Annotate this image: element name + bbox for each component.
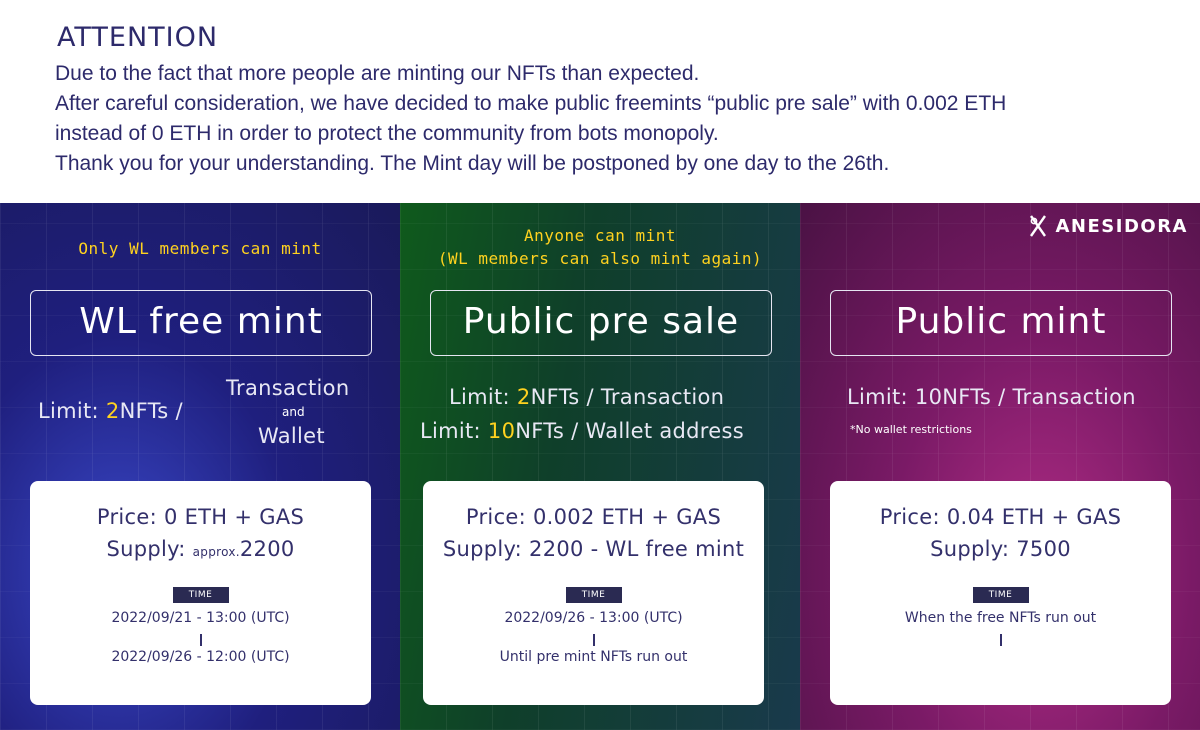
eligibility-subtext: (WL members can also mint again) (437, 249, 763, 268)
panel-public-mint: ANESIDORA Public mint Limit: 10NFTs / Tr… (800, 203, 1200, 730)
time-separator (592, 634, 595, 646)
time-end: 2022/09/26 - 12:00 (UTC) (111, 649, 290, 665)
panel-public-pre-sale: Anyone can mint (WL members can also min… (400, 203, 800, 730)
limit-value: 2 (516, 385, 531, 409)
limit-suffix: NFTs / Wallet address (515, 419, 744, 443)
supply-text: Supply: 2200 - WL free mint (442, 537, 745, 561)
limit-note: *No wallet restrictions (850, 423, 972, 436)
notice-line: After careful consideration, we have dec… (55, 92, 1007, 115)
supply-approx: approx. (192, 545, 240, 559)
supply-text: Supply: approx.2200 (30, 537, 371, 561)
time-badge: TIME (172, 587, 229, 603)
notice-line: instead of 0 ETH in order to protect the… (55, 122, 719, 145)
limit-scope-transaction: Transaction (226, 376, 350, 400)
notice-line: Due to the fact that more people are min… (55, 62, 700, 85)
tier-title-box: Public mint (830, 290, 1172, 356)
limit-value: 10 (487, 419, 516, 443)
limit-transaction: Limit: 2NFTs / Transaction (449, 385, 724, 409)
time-separator (999, 634, 1002, 646)
time-start: 2022/09/26 - 13:00 (UTC) (504, 610, 683, 626)
limit-wallet: Limit: 10NFTs / Wallet address (420, 419, 744, 443)
tier-title-box: WL free mint (30, 290, 372, 356)
eligibility-text: Anyone can mint (524, 226, 676, 245)
time-start: 2022/09/21 - 13:00 (UTC) (111, 610, 290, 626)
time-end: Until pre mint NFTs run out (499, 649, 688, 665)
supply-value: 2200 (239, 537, 295, 561)
info-card: Price: 0.002 ETH + GAS Supply: 2200 - WL… (423, 481, 764, 705)
limit-scope-and: and (282, 405, 305, 419)
supply-text: Supply: 7500 (930, 537, 1071, 561)
price-text: Price: 0.04 ETH + GAS (879, 505, 1122, 529)
brand-logo: ANESIDORA (1028, 214, 1189, 238)
time-badge: TIME (972, 587, 1029, 603)
limit-prefix: Limit: (38, 399, 106, 423)
limit-prefix: Limit: (420, 419, 488, 443)
anesidora-logo-icon (1029, 215, 1046, 237)
limit-suffix: NFTs / Transaction (530, 385, 725, 409)
limit-prefix: Limit: (449, 385, 517, 409)
info-card: Price: 0 ETH + GAS Supply: approx.2200 T… (30, 481, 371, 705)
info-card: Price: 0.04 ETH + GAS Supply: 7500 TIME … (830, 481, 1171, 705)
limit-scope-wallet: Wallet (258, 424, 325, 448)
brand-name: ANESIDORA (1055, 215, 1188, 237)
tier-title-box: Public pre sale (430, 290, 772, 356)
notice-line: Thank you for your understanding. The Mi… (55, 152, 890, 175)
notice-title: ATTENTION (57, 22, 219, 53)
time-separator (199, 634, 202, 646)
limit-suffix: NFTs / (119, 399, 183, 423)
supply-label: Supply: (106, 537, 193, 561)
time-start: When the free NFTs run out (904, 610, 1097, 626)
limit-value: 2 (105, 399, 120, 423)
panel-wl-free-mint: Only WL members can mint WL free mint Li… (0, 203, 400, 730)
price-text: Price: 0.002 ETH + GAS (465, 505, 722, 529)
eligibility-text: Only WL members can mint (78, 239, 322, 258)
price-text: Price: 0 ETH + GAS (96, 505, 305, 529)
limit-text: Limit: 2NFTs / (38, 399, 183, 423)
time-badge: TIME (565, 587, 622, 603)
notice-section: ATTENTION Due to the fact that more peop… (0, 0, 1200, 203)
limit-text: Limit: 10NFTs / Transaction (847, 385, 1136, 409)
